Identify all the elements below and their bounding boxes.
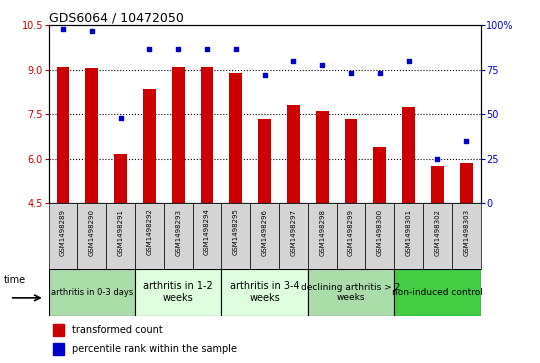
Bar: [49, 203, 77, 269]
Bar: [345, 119, 357, 203]
Bar: [394, 203, 423, 269]
Bar: [394, 269, 481, 316]
Text: GSM1498299: GSM1498299: [348, 208, 354, 256]
Text: percentile rank within the sample: percentile rank within the sample: [72, 344, 238, 354]
Bar: [57, 67, 70, 203]
Text: GSM1498303: GSM1498303: [463, 208, 469, 256]
Point: [174, 46, 183, 52]
Point: [375, 70, 384, 76]
Bar: [172, 67, 185, 203]
Text: GSM1498297: GSM1498297: [291, 208, 296, 256]
Bar: [53, 343, 64, 355]
Point: [59, 26, 68, 32]
Text: GDS6064 / 10472050: GDS6064 / 10472050: [49, 11, 184, 24]
Text: arthritis in 0-3 days: arthritis in 0-3 days: [51, 288, 133, 297]
Point: [202, 46, 211, 52]
Point: [232, 46, 240, 52]
Point: [462, 138, 470, 144]
Text: GSM1498295: GSM1498295: [233, 208, 239, 256]
Bar: [366, 203, 394, 269]
Point: [289, 58, 298, 64]
Text: GSM1498298: GSM1498298: [319, 208, 325, 256]
Text: GSM1498293: GSM1498293: [175, 208, 181, 256]
Point: [318, 62, 327, 68]
Bar: [221, 203, 250, 269]
Text: GSM1498289: GSM1498289: [60, 208, 66, 256]
Bar: [423, 203, 452, 269]
Point: [433, 156, 442, 162]
Bar: [193, 203, 221, 269]
Text: declining arthritis > 2
weeks: declining arthritis > 2 weeks: [301, 282, 401, 302]
Bar: [373, 147, 386, 203]
Bar: [336, 203, 366, 269]
Bar: [452, 203, 481, 269]
Text: time: time: [4, 276, 26, 285]
Bar: [143, 89, 156, 203]
Bar: [279, 203, 308, 269]
Bar: [114, 154, 127, 203]
Point: [145, 46, 154, 52]
Bar: [135, 269, 221, 316]
Point: [347, 70, 355, 76]
Text: GSM1498300: GSM1498300: [377, 208, 383, 256]
Point: [87, 28, 96, 34]
Point: [116, 115, 125, 121]
Bar: [230, 73, 242, 203]
Point: [404, 58, 413, 64]
Bar: [164, 203, 193, 269]
Bar: [308, 203, 336, 269]
Point: [260, 72, 269, 78]
Text: GSM1498291: GSM1498291: [118, 208, 124, 256]
Bar: [106, 203, 135, 269]
Bar: [316, 111, 329, 203]
Text: GSM1498290: GSM1498290: [89, 208, 95, 256]
Text: GSM1498302: GSM1498302: [434, 208, 441, 256]
Text: arthritis in 1-2
weeks: arthritis in 1-2 weeks: [143, 281, 213, 303]
Text: arthritis in 3-4
weeks: arthritis in 3-4 weeks: [230, 281, 299, 303]
Text: GSM1498292: GSM1498292: [146, 208, 152, 256]
Bar: [85, 68, 98, 203]
Bar: [460, 163, 472, 203]
Text: GSM1498294: GSM1498294: [204, 208, 210, 256]
Bar: [287, 105, 300, 203]
Bar: [402, 107, 415, 203]
Bar: [308, 269, 394, 316]
Text: non-induced control: non-induced control: [392, 288, 483, 297]
Bar: [221, 269, 308, 316]
Text: GSM1498301: GSM1498301: [406, 208, 411, 256]
Bar: [77, 203, 106, 269]
Bar: [258, 119, 271, 203]
Text: GSM1498296: GSM1498296: [261, 208, 268, 256]
Bar: [49, 269, 135, 316]
Bar: [200, 67, 213, 203]
Bar: [53, 324, 64, 336]
Bar: [250, 203, 279, 269]
Text: transformed count: transformed count: [72, 325, 163, 335]
Bar: [135, 203, 164, 269]
Bar: [431, 166, 444, 203]
